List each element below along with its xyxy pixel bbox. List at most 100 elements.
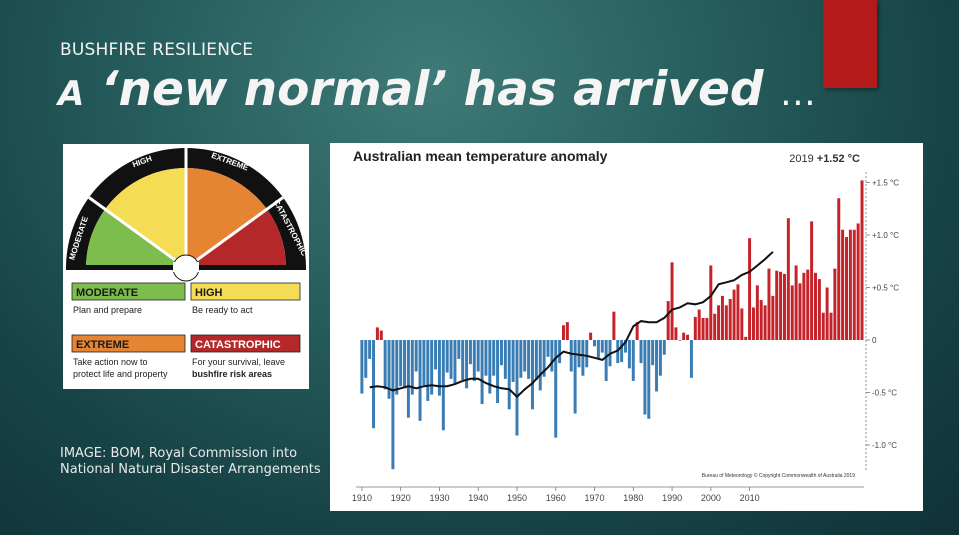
chart-bar — [643, 340, 647, 415]
chart-bar — [488, 340, 492, 394]
chart-bar — [627, 340, 631, 369]
chart-bar — [852, 229, 856, 340]
chart-bars — [360, 180, 864, 470]
chart-bar — [759, 300, 763, 340]
x-tick-label: 1960 — [546, 493, 566, 503]
chart-bar — [569, 340, 573, 372]
y-tick-label: +0.5 °C — [872, 284, 899, 293]
chart-bar — [461, 340, 465, 380]
x-tick-label: 2010 — [740, 493, 760, 503]
chart-bar — [375, 327, 379, 340]
chart-bar — [476, 340, 480, 372]
chart-bar — [841, 229, 845, 340]
chart-bar — [689, 340, 693, 378]
chart-bar — [472, 340, 476, 381]
chart-bar — [755, 285, 759, 340]
chart-bar — [612, 311, 616, 340]
x-tick-label: 1970 — [585, 493, 605, 503]
chart-bar — [786, 218, 790, 340]
chart-bar — [422, 340, 426, 386]
legend-name-extreme: EXTREME — [76, 339, 129, 351]
chart-bar — [499, 340, 503, 366]
chart-bar — [523, 340, 527, 372]
chart-bar — [686, 334, 690, 340]
chart-bar — [724, 305, 728, 340]
gauge-wedge-moderate — [86, 209, 186, 268]
chart-bar — [779, 271, 783, 340]
chart-bar — [445, 340, 449, 373]
x-tick-label: 1940 — [468, 493, 488, 503]
chart-bar — [674, 327, 678, 340]
legend-desc-extreme-1: Take action now to — [73, 357, 148, 367]
chart-credit: Bureau of Meteorology © Copyright Common… — [702, 472, 855, 479]
chart-bar — [763, 305, 767, 340]
chart-bar — [468, 340, 472, 365]
chart-bar — [705, 317, 709, 340]
y-tick-label: +1.0 °C — [872, 231, 899, 240]
chart-headline: 2019 +1.52 °C — [789, 153, 860, 165]
chart-y-axis: +1.5 °C +1.0 °C +0.5 °C 0 -0.5 °C -1.0 °C — [865, 172, 899, 472]
fire-danger-gauge: MODERATE HIGH EXTREME CATASTROPHIC MODER… — [66, 148, 309, 379]
legend-box-catastrophic — [190, 334, 301, 353]
chart-bar — [562, 325, 565, 340]
chart-title: Australian mean temperature anomaly — [353, 148, 608, 164]
y-tick-label: 0 — [872, 336, 877, 345]
chart-bar — [829, 312, 833, 340]
chart-bar — [732, 289, 736, 340]
chart-bar — [767, 268, 771, 340]
chart-bar — [457, 340, 461, 359]
chart-bar — [833, 268, 837, 340]
chart-bar — [682, 332, 686, 340]
y-tick-label: +1.5 °C — [872, 179, 899, 188]
chart-bar — [647, 340, 651, 419]
chart-bar — [573, 340, 577, 414]
chart-bar — [403, 340, 407, 389]
chart-bar — [585, 340, 589, 368]
chart-bar — [744, 336, 748, 340]
chart-bar — [790, 285, 794, 340]
chart-bar — [713, 313, 717, 340]
chart-bar — [406, 340, 410, 418]
chart-bar — [441, 340, 445, 431]
chart-bar — [794, 265, 798, 340]
chart-bar — [449, 340, 453, 379]
accent-tab — [823, 0, 877, 88]
legend-desc-moderate: Plan and prepare — [73, 305, 142, 315]
chart-bar — [383, 340, 387, 390]
chart-bar — [701, 317, 705, 340]
chart-bar — [484, 340, 488, 376]
legend-box-high — [190, 282, 301, 301]
chart-bar — [775, 270, 779, 340]
title-ellipsis: … — [779, 73, 816, 114]
chart-bar — [480, 340, 484, 405]
chart-bar — [589, 332, 593, 340]
chart-bar — [771, 295, 775, 340]
chart-bar — [635, 322, 639, 340]
chart-bar — [655, 340, 659, 392]
chart-bar — [565, 322, 569, 340]
chart-headline-year: 2019 — [789, 153, 813, 165]
chart-bar — [538, 340, 542, 391]
chart-bar — [740, 308, 744, 340]
legend-name-moderate: MODERATE — [76, 287, 138, 299]
chart-bar — [678, 340, 682, 341]
chart-bar — [414, 340, 418, 372]
chart-bar — [798, 283, 802, 340]
legend-desc-high: Be ready to act — [192, 305, 253, 315]
slide-title: A ‘new normal’ has arrived … — [58, 62, 816, 117]
gauge-dividers — [88, 148, 284, 270]
chart-bar — [670, 262, 674, 340]
chart-bar — [620, 340, 624, 363]
chart-bar — [600, 340, 604, 353]
caption-line-2: National Natural Disaster Arrangements — [60, 462, 321, 477]
chart-bar — [666, 301, 670, 340]
chart-bar — [736, 284, 740, 340]
chart-bar — [426, 340, 430, 401]
chart-bar — [430, 340, 434, 395]
chart-bar — [581, 340, 585, 376]
chart-bar — [662, 340, 666, 355]
chart-bar — [821, 312, 825, 340]
chart-bar — [387, 340, 391, 399]
chart-bar — [550, 340, 554, 372]
chart-bar — [503, 340, 507, 379]
